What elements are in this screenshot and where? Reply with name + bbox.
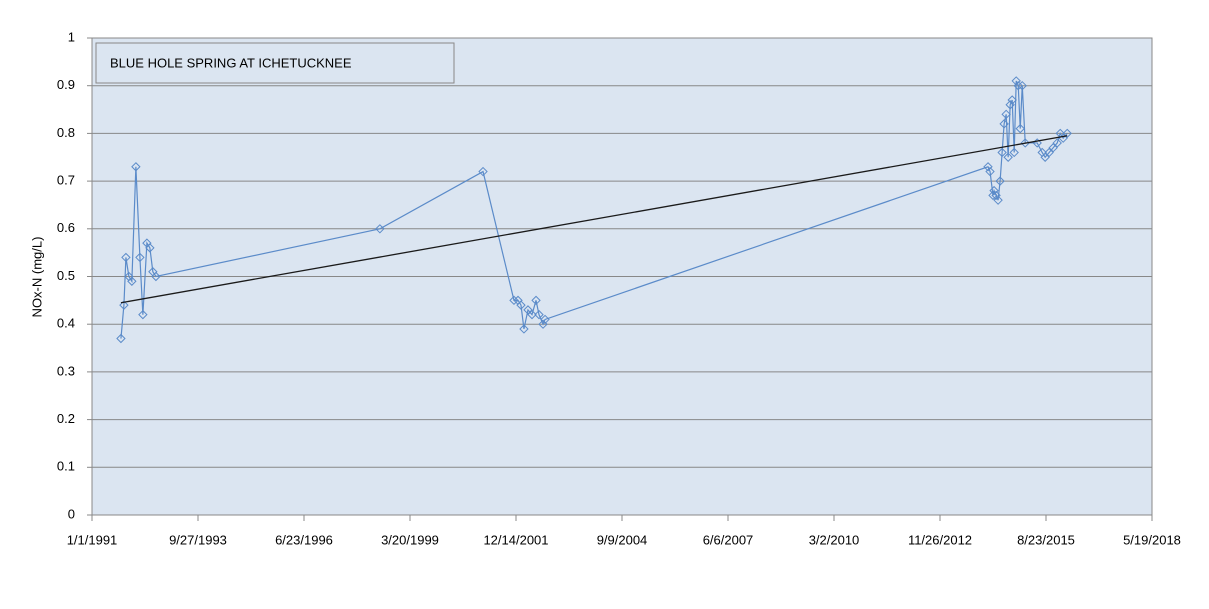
trendline bbox=[120, 135, 1068, 304]
marker bbox=[997, 147, 1007, 158]
x-tick-label: 6/23/1996 bbox=[275, 532, 333, 547]
x-tick-label: 9/27/1993 bbox=[169, 532, 227, 547]
y-tick-label: 0.6 bbox=[57, 220, 75, 235]
marker bbox=[1003, 152, 1013, 162]
marker bbox=[509, 295, 519, 306]
marker bbox=[138, 309, 148, 320]
x-tick-label: 12/14/2001 bbox=[483, 532, 548, 547]
marker bbox=[993, 195, 1003, 205]
marker bbox=[989, 185, 999, 196]
marker bbox=[1017, 80, 1027, 91]
marker bbox=[1020, 138, 1030, 148]
marker bbox=[116, 333, 126, 344]
y-tick-label: 0.2 bbox=[57, 411, 75, 426]
marker bbox=[540, 314, 550, 325]
y-axis-label: NOx-N (mg/L) bbox=[29, 237, 44, 318]
marker bbox=[534, 309, 544, 320]
x-tick-label: 3/20/1999 bbox=[381, 532, 439, 547]
x-tick-label: 1/1/1991 bbox=[67, 532, 118, 547]
marker bbox=[1048, 143, 1058, 153]
marker bbox=[375, 224, 385, 234]
marker bbox=[127, 276, 137, 286]
marker bbox=[519, 324, 529, 334]
y-tick-label: 0.9 bbox=[57, 77, 75, 92]
marker bbox=[135, 252, 145, 263]
marker bbox=[145, 243, 155, 253]
marker bbox=[131, 162, 141, 172]
x-tick-label: 3/2/2010 bbox=[809, 532, 860, 547]
marker bbox=[1044, 147, 1054, 158]
y-tick-label: 0.8 bbox=[57, 125, 75, 140]
marker bbox=[1001, 109, 1011, 120]
marker bbox=[1062, 128, 1072, 139]
marker bbox=[988, 190, 998, 201]
marker bbox=[516, 300, 526, 310]
marker bbox=[1007, 95, 1017, 105]
x-tick-label: 9/9/2004 bbox=[597, 532, 648, 547]
y-tick-label: 0.4 bbox=[57, 316, 75, 331]
title-box bbox=[95, 42, 455, 84]
y-tick-label: 0.7 bbox=[57, 173, 75, 188]
marker bbox=[995, 176, 1005, 186]
marker bbox=[1009, 147, 1019, 158]
y-tick-label: 0 bbox=[68, 506, 75, 521]
y-tick-label: 0.5 bbox=[57, 268, 75, 283]
y-tick-label: 0.1 bbox=[57, 459, 75, 474]
marker bbox=[151, 271, 161, 282]
marker bbox=[1015, 123, 1025, 134]
marker bbox=[531, 295, 541, 306]
marker bbox=[1011, 76, 1021, 86]
marker bbox=[527, 309, 537, 320]
x-tick-label: 8/23/2015 bbox=[1017, 532, 1075, 547]
marker bbox=[991, 190, 1001, 201]
y-tick-label: 0.3 bbox=[57, 363, 75, 378]
marker bbox=[478, 166, 488, 177]
marker bbox=[523, 305, 533, 315]
marker bbox=[983, 162, 993, 172]
marker bbox=[999, 119, 1009, 129]
x-tick-label: 6/6/2007 bbox=[703, 532, 754, 547]
marker bbox=[985, 166, 995, 177]
chart-title: BLUE HOLE SPRING AT ICHETUCKNEE bbox=[110, 55, 352, 70]
x-tick-label: 11/26/2012 bbox=[908, 532, 972, 547]
marker bbox=[1040, 152, 1050, 162]
marker bbox=[121, 252, 131, 263]
x-tick-label: 5/19/2018 bbox=[1123, 532, 1181, 547]
marker bbox=[1013, 80, 1023, 91]
marker bbox=[119, 300, 129, 310]
marker bbox=[1052, 138, 1062, 148]
y-tick-label: 1 bbox=[68, 29, 75, 44]
